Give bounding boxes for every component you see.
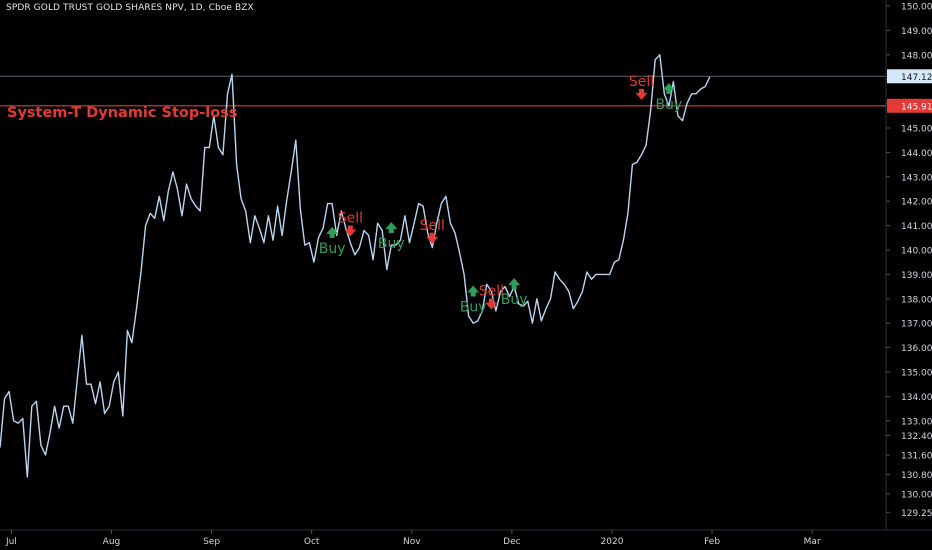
y-tick-label: 138.00 — [901, 295, 932, 305]
y-tick-label: 145.00 — [901, 125, 932, 135]
sell-arrow-icon — [485, 298, 498, 310]
last-price-badge: 147.12 — [901, 73, 932, 83]
x-tick-label: Jul — [5, 537, 17, 547]
price-series-line — [0, 54, 711, 478]
sell-signal-label: Sell — [479, 284, 504, 300]
buy-signal-label: Buy — [319, 241, 346, 257]
y-tick-label: 130.00 — [901, 491, 932, 501]
sell-arrow-icon — [426, 232, 439, 244]
x-tick-label: Oct — [304, 537, 320, 547]
y-tick-label: 129.25 — [901, 509, 932, 519]
y-tick-label: 131.60 — [901, 451, 932, 461]
last-price-badge-bg — [887, 69, 932, 84]
x-tick-label: Feb — [704, 537, 720, 547]
y-tick-label: 150.00 — [901, 3, 932, 13]
symbol-header: SPDR GOLD TRUST GOLD SHARES NPV, 1D, Cbo… — [6, 3, 254, 13]
y-tick-label: 149.00 — [901, 27, 932, 37]
sell-arrow-icon — [344, 225, 357, 237]
buy-signal-label: Buy — [460, 299, 487, 315]
buy-signal-label: Buy — [378, 236, 405, 252]
x-tick-label: Sep — [203, 537, 220, 547]
buy-arrow-icon — [467, 285, 480, 297]
y-tick-label: 136.00 — [901, 344, 932, 354]
x-tick-label: 2020 — [601, 537, 624, 547]
sell-signal-label: Sell — [338, 210, 363, 226]
y-tick-label: 135.00 — [901, 369, 932, 379]
y-tick-label: 139.00 — [901, 271, 932, 281]
x-tick-label: Aug — [103, 537, 121, 547]
y-tick-label: 137.00 — [901, 320, 932, 330]
x-tick-label: Nov — [403, 537, 421, 547]
buy-arrow-icon — [385, 222, 398, 234]
y-tick-label: 143.00 — [901, 173, 932, 183]
indicator-label: System-T Dynamic Stop-loss — [7, 105, 238, 121]
x-tick-label: Mar — [804, 537, 821, 547]
y-tick-label: 140.00 — [901, 247, 932, 257]
y-tick-label: 142.00 — [901, 198, 932, 208]
stop-loss-badge: 145.91 — [901, 102, 932, 112]
buy-signal-label: Buy — [501, 292, 528, 308]
y-tick-label: 148.00 — [901, 51, 932, 61]
y-tick-label: 134.00 — [901, 393, 932, 403]
y-tick-label: 144.00 — [901, 149, 932, 159]
y-tick-label: 132.40 — [901, 432, 932, 442]
y-tick-label: 130.80 — [901, 471, 932, 481]
buy-arrow-icon — [326, 226, 339, 238]
buy-signal-label: Buy — [655, 97, 682, 113]
buy-arrow-icon — [662, 82, 675, 94]
buy-arrow-icon — [508, 278, 521, 290]
y-tick-label: 133.00 — [901, 417, 932, 427]
sell-arrow-icon — [635, 88, 648, 100]
y-tick-label: 141.00 — [901, 222, 932, 232]
sell-signal-label: Sell — [420, 218, 445, 234]
sell-signal-label: Sell — [629, 74, 654, 90]
stop-loss-badge-bg — [887, 98, 932, 113]
x-tick-label: Dec — [503, 537, 520, 547]
